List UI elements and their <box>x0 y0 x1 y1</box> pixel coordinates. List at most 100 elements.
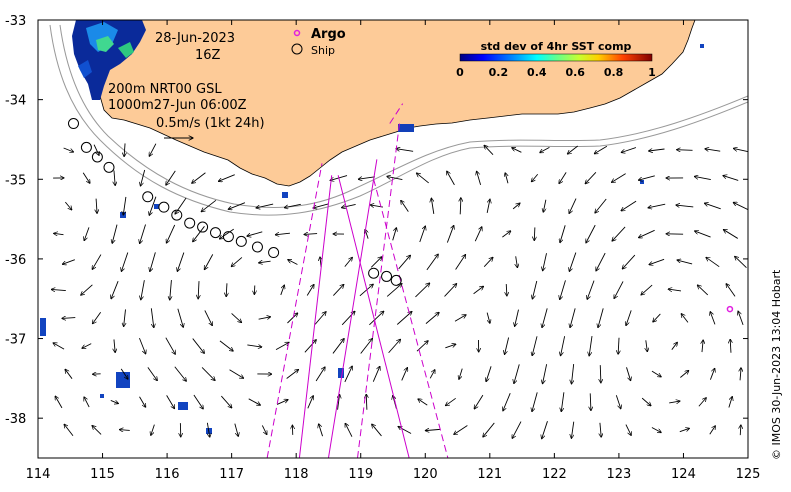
current-vector <box>147 367 157 380</box>
current-vector <box>304 340 316 353</box>
current-vector <box>570 308 576 327</box>
current-vector <box>542 308 548 327</box>
current-vector <box>193 226 205 241</box>
current-vector <box>540 146 550 152</box>
current-vector <box>671 342 678 350</box>
x-tick-label: 118 <box>284 467 309 482</box>
current-vector <box>306 284 314 296</box>
current-vector <box>219 228 234 239</box>
current-vector <box>372 424 382 437</box>
current-vector <box>512 148 522 153</box>
x-tick-label: 121 <box>477 467 502 482</box>
ship-position-marker <box>91 151 103 163</box>
legend-ship-label: Ship <box>311 44 335 57</box>
current-vector <box>694 176 711 180</box>
colorbar-gradient <box>459 53 653 62</box>
current-vector <box>396 311 412 325</box>
current-vector <box>387 176 403 181</box>
ship-position-marker <box>184 217 196 229</box>
y-tick-label: -36 <box>5 253 26 268</box>
current-vector <box>204 254 214 269</box>
current-vector <box>740 368 741 381</box>
current-vector <box>315 367 325 382</box>
current-vector <box>560 225 566 242</box>
current-vector <box>506 284 507 296</box>
current-vector <box>150 252 156 271</box>
current-vector <box>454 315 466 322</box>
swath-edge-line <box>357 123 400 458</box>
current-vector <box>114 170 115 186</box>
current-vector <box>677 260 693 265</box>
credit-label: © IMOS 30-Jun-2023 13:04 Hobart <box>770 269 783 460</box>
x-tick-label: 123 <box>606 467 631 482</box>
current-vector <box>175 197 187 214</box>
swath-edge-line <box>266 163 323 458</box>
scale-label: 0.5m/s (1kt 24h) <box>156 116 265 131</box>
colorbar-tick-label: 0 <box>456 66 464 79</box>
argo-float-marker <box>726 305 734 313</box>
current-vector <box>124 143 125 156</box>
current-vector <box>342 203 356 207</box>
current-vector <box>64 424 74 437</box>
current-vector <box>166 170 176 185</box>
current-vector <box>139 337 145 354</box>
current-vector <box>416 173 429 184</box>
swath-track-line <box>337 175 410 458</box>
current-vector <box>92 426 102 435</box>
current-vector <box>119 430 130 431</box>
current-vector <box>733 148 748 153</box>
current-vector <box>204 310 212 325</box>
current-vector <box>532 280 538 299</box>
current-vector <box>284 203 301 207</box>
current-vector <box>124 309 126 326</box>
current-vector <box>621 200 637 211</box>
current-vector <box>486 366 492 381</box>
current-vector <box>641 284 653 295</box>
current-vector <box>372 366 380 382</box>
ship-position-marker <box>251 241 263 253</box>
x-tick-label: 115 <box>90 467 115 482</box>
current-vector <box>559 172 567 183</box>
map-hour: 16Z <box>195 48 221 63</box>
current-vector <box>231 257 243 266</box>
current-vector <box>193 394 203 409</box>
current-vector <box>256 203 274 208</box>
colorbar-tick-label: 0.6 <box>565 66 585 79</box>
current-vector <box>543 253 547 271</box>
current-vector <box>531 173 539 181</box>
current-vector <box>110 400 119 403</box>
current-vector <box>261 425 267 434</box>
current-vector <box>649 258 665 264</box>
plot-frame <box>37 19 749 459</box>
current-vector <box>695 231 711 238</box>
current-vector <box>120 368 128 379</box>
swath-track-line <box>298 175 333 458</box>
current-vector <box>140 224 146 243</box>
current-vector <box>710 312 716 325</box>
current-vector <box>571 421 575 439</box>
current-vector <box>366 394 367 410</box>
current-vector <box>728 397 732 408</box>
current-vector <box>569 252 577 272</box>
current-vector <box>704 203 721 210</box>
current-vector <box>600 365 601 383</box>
current-vector <box>63 147 74 152</box>
colorbar-tick-label: 0.4 <box>527 66 547 79</box>
current-vector <box>512 203 520 210</box>
current-vector <box>388 339 401 354</box>
current-vector <box>82 343 92 349</box>
argo-marker-icon <box>293 29 301 37</box>
current-vector <box>740 425 741 436</box>
current-vector <box>286 369 299 379</box>
current-vector <box>532 392 538 411</box>
current-vector <box>345 423 353 437</box>
ship-position-marker <box>268 247 280 259</box>
colorbar-tick-label: 1 <box>648 66 656 79</box>
x-tick-label: 120 <box>413 467 438 482</box>
current-vector <box>218 174 235 182</box>
current-vector <box>401 200 409 212</box>
current-vector <box>398 255 411 270</box>
current-vector <box>370 257 382 268</box>
y-tick-label: -37 <box>5 333 26 348</box>
current-vector <box>486 199 490 213</box>
